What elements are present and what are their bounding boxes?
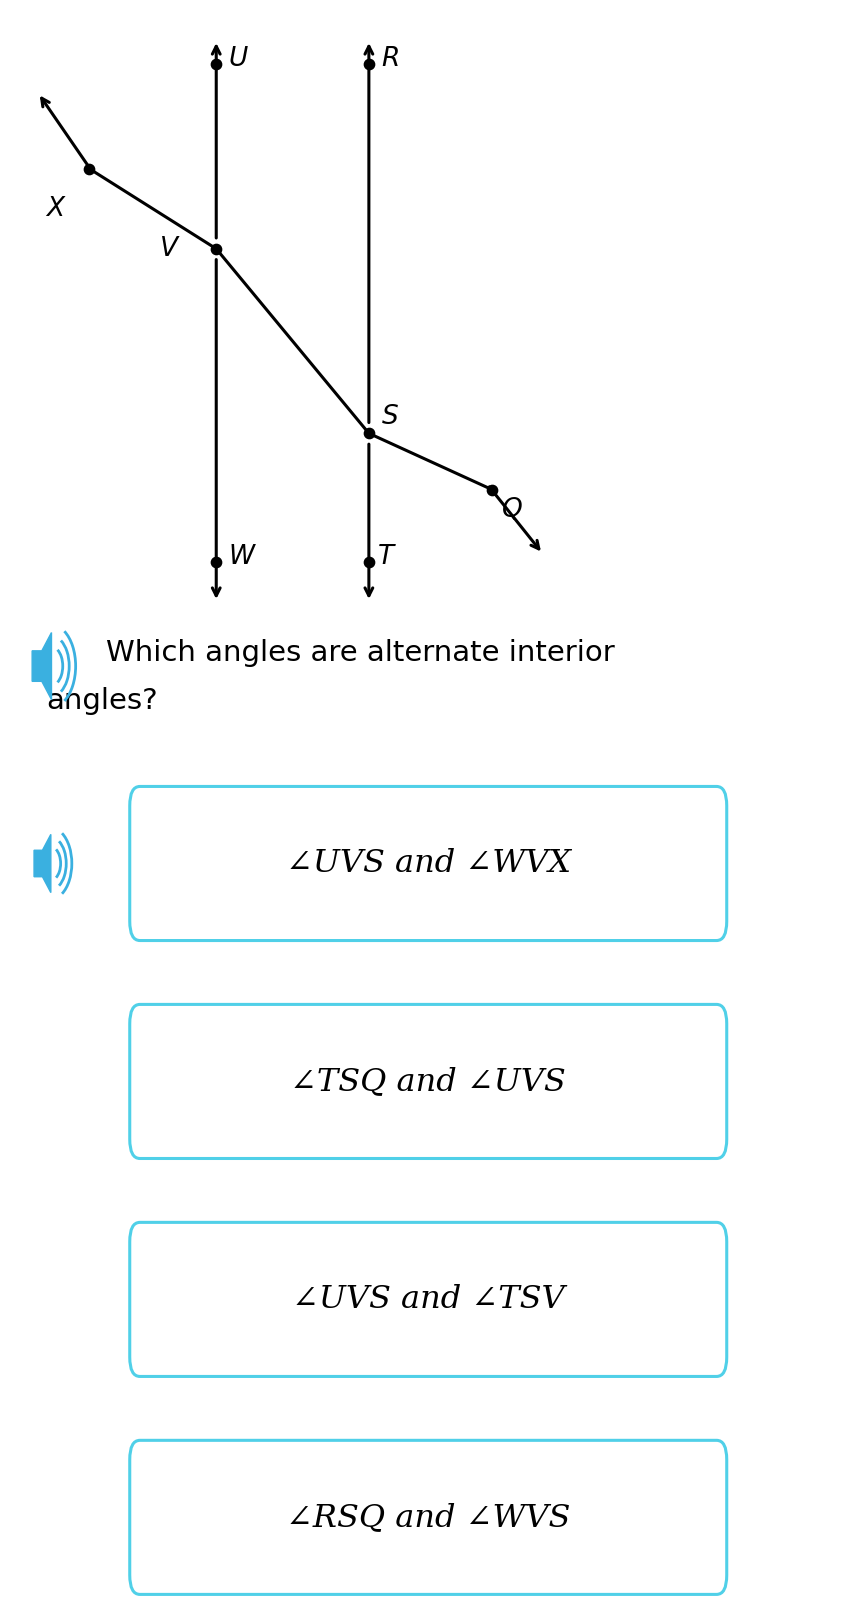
Point — [209, 236, 223, 262]
Point — [82, 156, 96, 181]
Point — [362, 549, 376, 575]
Text: U: U — [229, 47, 248, 72]
FancyBboxPatch shape — [130, 1005, 727, 1159]
Polygon shape — [34, 835, 51, 892]
Text: S: S — [382, 404, 399, 430]
Text: ∠RSQ and ∠WVS: ∠RSQ and ∠WVS — [286, 1502, 571, 1533]
Point — [209, 51, 223, 77]
FancyBboxPatch shape — [130, 1440, 727, 1594]
FancyBboxPatch shape — [130, 1223, 727, 1377]
Point — [209, 549, 223, 575]
Text: T: T — [377, 544, 393, 570]
Point — [485, 477, 499, 502]
Point — [362, 51, 376, 77]
Text: R: R — [382, 47, 400, 72]
Text: ∠UVS and ∠WVX: ∠UVS and ∠WVX — [286, 847, 571, 880]
Point — [362, 421, 376, 446]
Text: Q: Q — [502, 498, 522, 523]
Polygon shape — [32, 632, 52, 700]
Text: ∠UVS and ∠TSV: ∠UVS and ∠TSV — [292, 1284, 565, 1314]
Text: X: X — [47, 196, 64, 221]
Text: V: V — [160, 236, 178, 262]
Text: Which angles are alternate interior: Which angles are alternate interior — [106, 639, 615, 668]
Text: ∠TSQ and ∠UVS: ∠TSQ and ∠UVS — [290, 1066, 566, 1096]
Text: W: W — [229, 544, 255, 570]
Text: angles?: angles? — [47, 687, 159, 716]
FancyBboxPatch shape — [130, 786, 727, 941]
